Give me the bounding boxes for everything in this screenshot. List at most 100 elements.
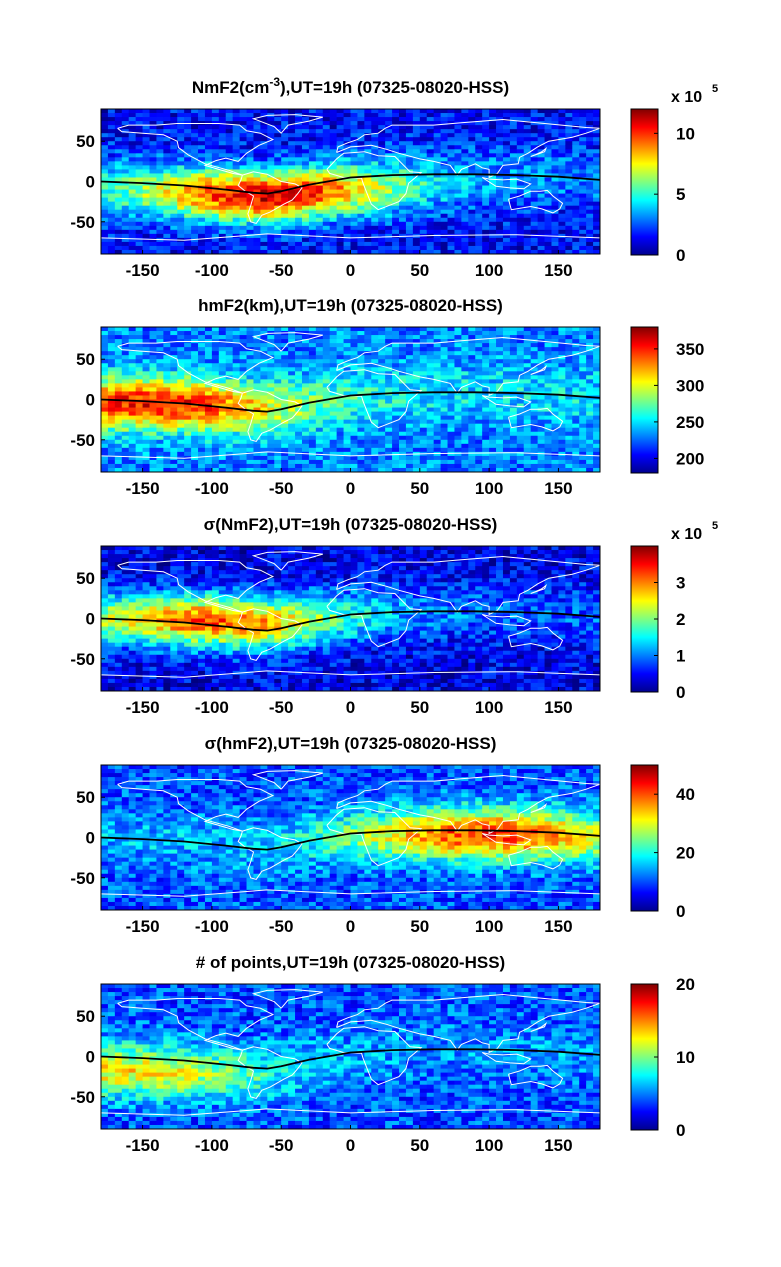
heatmap-cell <box>239 403 247 408</box>
heatmap-cell <box>364 355 372 360</box>
heatmap-cell <box>343 125 351 130</box>
heatmap-cell <box>156 383 164 388</box>
heatmap-cell <box>107 153 116 158</box>
heatmap-cell <box>579 237 587 243</box>
heatmap-cell <box>392 245 400 251</box>
heatmap-cell <box>502 463 511 469</box>
heatmap-cell <box>496 327 504 332</box>
heatmap-cell <box>135 121 143 126</box>
heatmap-cell <box>357 201 365 207</box>
heatmap-cell <box>121 181 130 186</box>
heatmap-cell <box>101 161 109 166</box>
heatmap-cell <box>253 197 261 203</box>
heatmap-cell <box>281 451 289 457</box>
heatmap-cell <box>225 355 234 360</box>
heatmap-cell <box>544 121 552 126</box>
heatmap-cell <box>426 185 435 190</box>
heatmap-cell <box>399 201 407 207</box>
heatmap-cell <box>246 177 254 182</box>
heatmap-cell <box>516 383 525 388</box>
heatmap-cell <box>204 145 213 150</box>
heatmap-cell <box>232 249 241 255</box>
heatmap-cell <box>260 213 268 219</box>
heatmap-cell <box>225 117 234 122</box>
heatmap-cell <box>239 335 247 340</box>
heatmap-cell <box>399 189 407 194</box>
heatmap-cell <box>315 121 324 126</box>
heatmap-cell <box>475 205 483 211</box>
heatmap-cell <box>156 113 164 118</box>
heatmap-cell <box>211 351 220 356</box>
heatmap-cell <box>239 379 247 384</box>
heatmap-cell <box>281 249 289 255</box>
heatmap-cell <box>392 367 400 372</box>
heatmap-cell <box>211 229 220 235</box>
heatmap-cell <box>593 249 601 255</box>
heatmap-cell <box>385 229 393 235</box>
heatmap-cell <box>308 237 317 243</box>
heatmap-cell <box>523 455 532 461</box>
heatmap-cell <box>246 173 254 178</box>
heatmap-cell <box>468 411 476 417</box>
heatmap-cell <box>170 331 178 336</box>
heatmap-cell <box>281 225 289 231</box>
heatmap-cell <box>378 419 386 425</box>
heatmap-cell <box>475 213 483 219</box>
heatmap-cell <box>433 249 441 255</box>
heatmap-cell <box>586 233 594 239</box>
heatmap-cell <box>537 467 545 473</box>
heatmap-cell <box>385 141 393 146</box>
heatmap-cell <box>260 137 268 142</box>
heatmap-cell <box>392 379 400 384</box>
heatmap-cell <box>454 427 462 433</box>
heatmap-cell <box>489 419 497 425</box>
heatmap-cell <box>502 129 511 134</box>
heatmap-cell <box>260 209 268 215</box>
heatmap-cell <box>378 375 386 380</box>
heatmap-cell <box>156 411 164 417</box>
heatmap-cell <box>426 463 435 469</box>
heatmap-cell <box>142 117 150 122</box>
heatmap-cell <box>523 407 532 412</box>
heatmap-cell <box>502 189 511 194</box>
heatmap-cell <box>135 367 143 372</box>
heatmap-cell <box>371 343 379 348</box>
heatmap-cell <box>454 459 462 465</box>
heatmap-cell <box>170 415 178 421</box>
heatmap-cell <box>412 367 421 372</box>
heatmap-cell <box>454 375 462 380</box>
heatmap-cell <box>101 217 109 223</box>
heatmap-cell <box>496 141 504 146</box>
heatmap-cell <box>239 443 247 449</box>
heatmap-cell <box>419 463 428 469</box>
heatmap-cell <box>322 415 331 421</box>
heatmap-cell <box>440 177 448 182</box>
heatmap-cell <box>447 399 455 404</box>
heatmap-cell <box>378 459 386 465</box>
heatmap-cell <box>121 149 130 154</box>
heatmap-cell <box>572 177 580 182</box>
heatmap-cell <box>482 355 490 360</box>
heatmap-cell <box>253 451 261 457</box>
heatmap-cell <box>322 229 331 235</box>
heatmap-cell <box>308 339 317 344</box>
heatmap-cell <box>170 343 178 348</box>
heatmap-cell <box>447 205 455 211</box>
heatmap-cell <box>184 419 192 425</box>
heatmap-cell <box>114 169 123 174</box>
heatmap-cell <box>107 173 116 178</box>
colorbar-tick-label: 0 <box>676 246 685 265</box>
heatmap-cell <box>461 387 469 392</box>
heatmap-cell <box>412 205 421 211</box>
heatmap-cell <box>156 169 164 174</box>
heatmap-cell <box>530 439 539 445</box>
heatmap-cell <box>502 339 511 344</box>
heatmap-cell <box>142 233 150 239</box>
heatmap-cell <box>502 375 511 380</box>
heatmap-cell <box>537 351 545 356</box>
heatmap-cell <box>357 177 365 182</box>
heatmap-cell <box>267 145 275 150</box>
heatmap-cell <box>121 129 130 134</box>
heatmap-cell <box>232 169 241 174</box>
heatmap-cell <box>502 169 511 174</box>
